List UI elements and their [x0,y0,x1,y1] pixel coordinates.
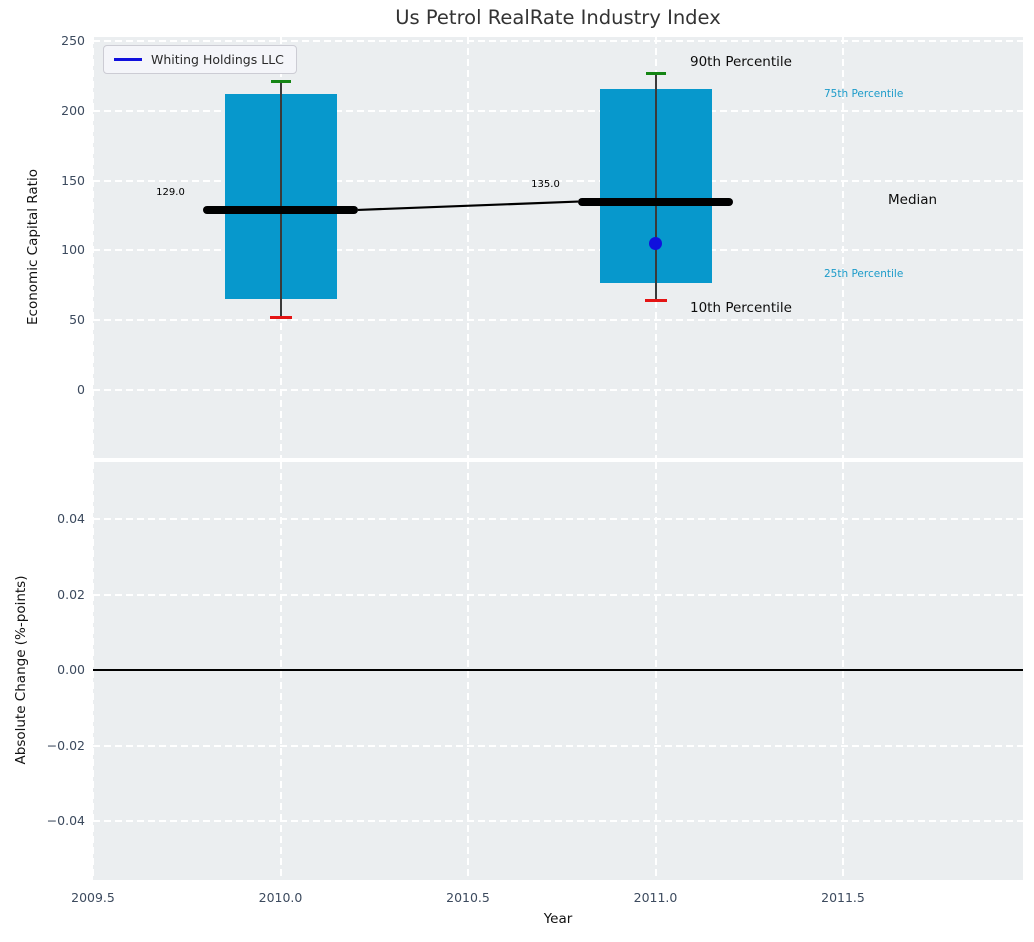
annotation-75th-percentile: 75th Percentile [824,88,904,100]
y-tick-label: 50 [69,312,85,328]
median-line [578,197,733,206]
gridline [93,593,1023,596]
y-tick-label: 0.04 [57,511,85,527]
y-tick-label: 0.02 [57,586,85,602]
annotation-90th-percentile: 90th Percentile [690,54,792,70]
y-tick-label: 0.00 [57,662,85,678]
legend-line-swatch [114,58,142,61]
y-tick-label: 150 [61,172,85,188]
y-axis-label-bottom: Absolute Change (%-points) [13,575,29,765]
p10-cap [644,298,667,303]
median-value-label: 129.0 [156,186,185,198]
x-tick-label: 2010.0 [258,890,303,905]
p90-cap [270,80,291,84]
gridline [842,37,844,458]
y-tick-label: 250 [61,33,85,49]
y-tick-label: −0.02 [46,737,85,753]
gridline [93,518,1023,521]
chart-title: Us Petrol RealRate Industry Index [395,6,721,29]
legend-series-label: Whiting Holdings LLC [151,52,284,67]
gridline [93,319,1023,322]
x-tick-label: 2011.5 [821,890,865,905]
top-panel [93,37,1023,458]
gridline [93,37,94,458]
gridline [93,109,1023,112]
gridline [93,40,1023,43]
whisker-line [279,81,282,318]
legend: Whiting Holdings LLC [103,45,297,74]
gridline [93,389,1023,392]
y-tick-label: 100 [61,242,85,258]
x-tick-label: 2011.0 [633,890,678,905]
gridline [467,37,469,458]
bottom-panel [93,462,1023,880]
zero-baseline [93,669,1023,672]
y-tick-label: −0.04 [46,813,85,829]
company-marker [649,236,662,250]
x-axis-label: Year [543,911,573,927]
x-tick-label: 2010.5 [446,890,490,905]
annotation-10th-percentile: 10th Percentile [690,300,792,316]
gridline [93,744,1023,747]
gridline [93,820,1023,823]
gridline [93,179,1023,182]
p90-cap [645,71,666,75]
whisker-line [654,73,657,301]
gridline [93,249,1023,252]
median-value-label: 135.0 [531,178,560,190]
p10-cap [269,315,292,320]
x-tick-label: 2009.5 [71,890,115,905]
y-tick-label: 0 [77,382,85,398]
annotation-median: Median [888,192,938,208]
annotation-25th-percentile: 25th Percentile [824,268,904,280]
y-tick-label: 200 [61,102,85,118]
median-line [203,205,358,214]
